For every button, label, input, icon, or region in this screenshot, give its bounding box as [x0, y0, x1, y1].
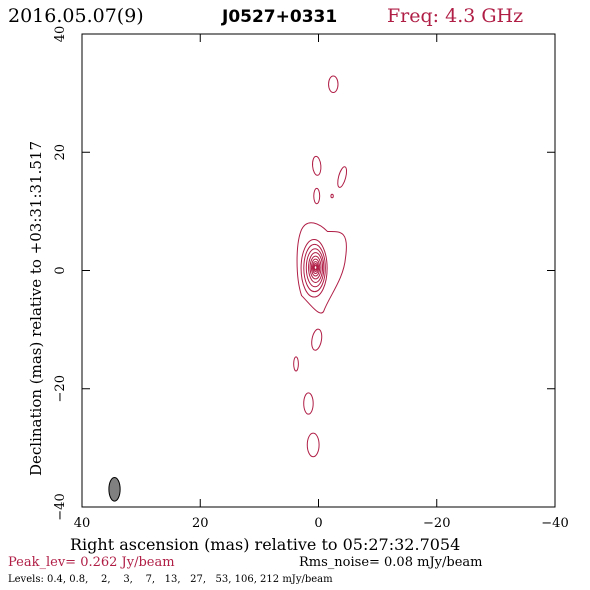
rms-noise-text: Rms_noise= 0.08 mJy/beam [299, 555, 482, 570]
core-contour [310, 258, 321, 277]
x-tick-label: −20 [423, 516, 450, 531]
contour-levels-text: Levels: 0.4, 0.8, 2, 3, 7, 13, 27, 53, 1… [8, 574, 333, 585]
y-tick-label: 20 [53, 144, 68, 161]
core-contour [305, 248, 325, 288]
frequency-label: Freq: 4.3 GHz [387, 5, 523, 27]
x-tick-label: 0 [314, 516, 322, 531]
observation-date: 2016.05.07(9) [8, 5, 144, 27]
x-tick-label: 40 [74, 516, 91, 531]
core-contour [300, 238, 328, 298]
core-contour [309, 255, 322, 280]
x-axis-label: Right ascension (mas) relative to 05:27:… [70, 535, 460, 554]
contour-group [108, 75, 348, 502]
axis-ticks [81, 33, 556, 508]
beam-ellipse [108, 476, 121, 502]
jet-component-contour [303, 392, 314, 415]
core-contour [303, 243, 326, 293]
source-name: J0527+0331 [221, 7, 337, 27]
x-tick-label: −40 [541, 516, 568, 531]
jet-component-contour [328, 75, 339, 94]
y-axis-label: Declination (mas) relative to +03:31:31.… [27, 141, 45, 476]
y-tick-label: 40 [53, 26, 68, 43]
core-contour [311, 261, 320, 274]
jet-component-contour [312, 155, 322, 176]
core-contour [308, 252, 324, 283]
x-tick-label: 20 [192, 516, 209, 531]
core-outer-contour [296, 222, 347, 314]
y-tick-label: −20 [53, 375, 68, 402]
jet-component-contour [306, 432, 320, 458]
jet-component-contour [311, 328, 323, 351]
y-tick-label: 0 [53, 266, 68, 274]
core-contour [312, 262, 319, 273]
jet-component-contour [337, 166, 348, 188]
axis-tick-labels: 40 20 0 −20 −40 −40 −20 0 20 40 [53, 26, 569, 531]
y-tick-label: −40 [53, 493, 68, 520]
jet-component-contour [293, 356, 299, 372]
jet-component-contour [313, 187, 321, 205]
jet-component-contour [330, 193, 334, 199]
peak-level-text: Peak_lev= 0.262 Jy/beam [8, 555, 175, 570]
core-contour [313, 265, 318, 270]
